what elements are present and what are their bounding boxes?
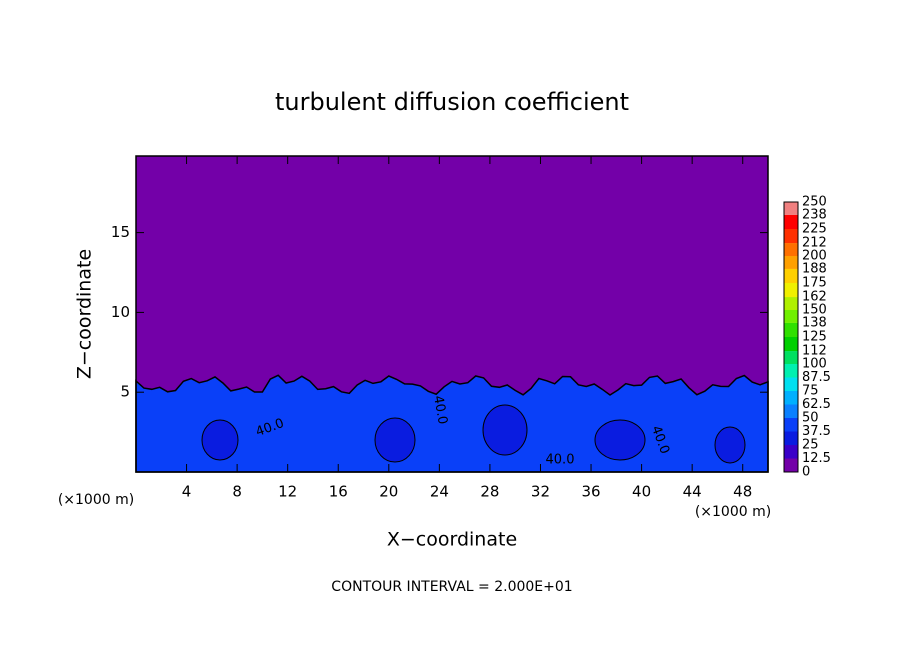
colorbar-segment (784, 243, 798, 256)
colorbar-label: 37.5 (802, 424, 831, 439)
x-tick-label: 36 (581, 483, 600, 501)
contour-label: 40.0 (546, 453, 575, 468)
colorbar-segment (784, 351, 798, 364)
contour-label: 40.0 (430, 394, 450, 425)
x-tick-label: 40 (632, 483, 651, 501)
colorbar-label: 200 (802, 249, 827, 264)
y-axis-label: Z−coordinate (74, 249, 96, 379)
eddy-core (594, 419, 646, 461)
field (135, 156, 769, 473)
x-tick-label: 8 (232, 483, 242, 501)
colorbar-label: 75 (802, 384, 819, 399)
x-tick-label: 16 (329, 483, 348, 501)
colorbar-segment (784, 214, 798, 229)
x-axis-label: X−coordinate (387, 529, 517, 551)
colorbar-label: 62.5 (802, 397, 831, 412)
colorbar-segment (784, 322, 798, 337)
colorbar-segment (784, 418, 798, 432)
colorbar-segment (784, 391, 798, 405)
x-tick-label: 4 (182, 483, 192, 501)
colorbar-segment (784, 268, 798, 283)
colorbar-label: 212 (802, 236, 827, 251)
x-tick-label: 12 (278, 483, 297, 501)
colorbar-label: 175 (802, 276, 827, 291)
eddy-core (482, 404, 528, 456)
x-tick-label: 20 (379, 483, 398, 501)
colorbar-segment (784, 310, 798, 323)
y-tick-label: 10 (111, 303, 130, 321)
colorbar-label: 125 (802, 330, 827, 345)
colorbar-segment (784, 364, 798, 378)
x-unit: (×1000 m) (695, 504, 771, 520)
colorbar-frame (783, 201, 799, 473)
colorbar-segment (784, 337, 798, 352)
colorbar-label: 225 (802, 222, 827, 237)
colorbar-segment (784, 283, 798, 298)
eddy-core (374, 417, 416, 463)
colorbar-label: 112 (802, 344, 827, 359)
colorbar-segment (784, 404, 798, 418)
colorbar-label: 238 (802, 207, 827, 222)
colorbar-label: 25 (802, 438, 819, 453)
colorbar-label: 12.5 (802, 451, 831, 466)
colorbar-segment (784, 377, 798, 391)
x-tick-label: 44 (683, 483, 702, 501)
colorbar-label: 50 (802, 411, 819, 426)
y-tick-label: 15 (111, 223, 130, 241)
colorbar-segment (784, 297, 798, 310)
colorbar-label: 0 (802, 465, 810, 480)
x-tick-label: 28 (480, 483, 499, 501)
colorbar-segment (784, 431, 798, 445)
colorbar-label: 162 (802, 290, 827, 305)
colorbar-segment (784, 229, 798, 244)
x-tick-label: 24 (430, 483, 449, 501)
colorbar-label: 250 (802, 195, 827, 210)
colorbar-segment (784, 202, 798, 215)
footer: CONTOUR INTERVAL = 2.000E+01 (331, 579, 572, 595)
colorbar-label: 100 (802, 357, 827, 372)
x-tick-label: 48 (733, 483, 752, 501)
y-tick-label: 5 (120, 383, 130, 401)
chart-title: turbulent diffusion coefficient (275, 88, 629, 116)
colorbar-label: 138 (802, 315, 827, 330)
colorbar-segment (784, 445, 798, 459)
x-tick-label: 32 (531, 483, 550, 501)
plot-frame (135, 155, 769, 473)
colorbar-segment (784, 458, 798, 472)
eddy-core (714, 426, 746, 464)
colorbar-label: 150 (802, 303, 827, 318)
eddy-core (201, 419, 239, 461)
colorbar-segment (784, 256, 798, 269)
colorbar-label: 188 (802, 261, 827, 276)
x-unit: (×1000 m) (58, 492, 134, 508)
colorbar-label: 87.5 (802, 370, 831, 385)
